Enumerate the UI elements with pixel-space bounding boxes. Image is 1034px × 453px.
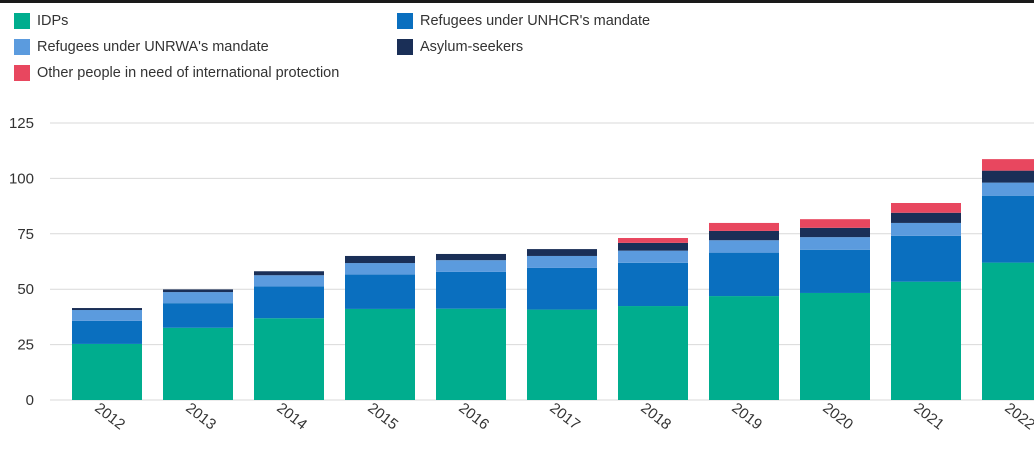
- bar-segment: [254, 286, 324, 319]
- bar-segment: [800, 219, 870, 228]
- bar-segment: [618, 242, 688, 251]
- legend-item: Asylum-seekers: [397, 37, 523, 57]
- bar-segment: [800, 292, 870, 400]
- bar-stack: [72, 308, 142, 400]
- legend-label: IDPs: [37, 13, 69, 29]
- legend-label: Other people in need of international pr…: [37, 65, 340, 81]
- legend-item: Refugees under UNRWA's mandate: [14, 37, 269, 57]
- legend-item: IDPs: [14, 11, 68, 31]
- bar-segment: [709, 230, 779, 241]
- bar-segment: [436, 253, 506, 261]
- bar-segment: [709, 252, 779, 297]
- x-tick-label: 2014: [273, 399, 310, 433]
- x-tick-label: 2016: [455, 399, 492, 433]
- bar-stack: [800, 219, 870, 400]
- bar-segment: [618, 306, 688, 400]
- bar-segment: [436, 308, 506, 400]
- x-tick-label: 2019: [728, 399, 765, 433]
- bar-segment: [891, 202, 961, 213]
- bar-segment: [345, 274, 415, 309]
- bar-stack: [345, 255, 415, 400]
- legend: IDPs Refugees under UNHCR's mandate Refuge…: [0, 0, 1034, 90]
- legend-swatch: [397, 13, 413, 29]
- bar-segment: [709, 296, 779, 400]
- bar-segment: [345, 263, 415, 275]
- x-tick-label: 2012: [91, 399, 128, 433]
- y-tick-label: 75: [17, 226, 34, 243]
- bar-segment: [163, 289, 233, 293]
- bar-segment: [72, 310, 142, 321]
- bar-segment: [254, 271, 324, 276]
- bar-segment: [254, 275, 324, 287]
- bar-segment: [527, 309, 597, 400]
- bar-segment: [891, 281, 961, 400]
- legend-swatch: [14, 39, 30, 55]
- bar-segment: [163, 327, 233, 400]
- bars: [72, 159, 1034, 400]
- legend-label: Refugees under UNHCR's mandate: [420, 13, 651, 29]
- bar-segment: [618, 250, 688, 263]
- bar-stack: [709, 222, 779, 400]
- bar-segment: [982, 170, 1034, 183]
- x-axis: 2012 2013 2014 2015 2016 2017 2018 2019 2020 2021…: [91, 399, 1034, 433]
- bar-stack: [163, 289, 233, 400]
- x-tick-label: 2018: [637, 399, 674, 433]
- bar-stack: [618, 238, 688, 400]
- bar-segment: [982, 195, 1034, 263]
- bar-segment: [709, 240, 779, 253]
- y-tick-label: 25: [17, 337, 34, 354]
- bar-stack: [254, 271, 324, 400]
- bar-segment: [254, 318, 324, 400]
- bar-stack: [982, 159, 1034, 400]
- top-border: [0, 0, 1034, 3]
- bar-segment: [982, 182, 1034, 196]
- bar-segment: [72, 343, 142, 400]
- bar-segment: [163, 292, 233, 304]
- x-tick-label: 2013: [182, 399, 219, 433]
- bar-stack: [891, 202, 961, 400]
- bar-segment: [891, 212, 961, 223]
- bar-segment: [800, 227, 870, 238]
- bar-segment: [436, 260, 506, 272]
- bar-segment: [345, 308, 415, 400]
- x-tick-label: 2021: [910, 399, 947, 433]
- bar-segment: [163, 303, 233, 328]
- x-tick-label: 2020: [819, 399, 856, 433]
- x-tick-label: 2017: [546, 399, 583, 433]
- bar-segment: [800, 249, 870, 293]
- bar-segment: [72, 308, 142, 311]
- legend-swatch: [14, 65, 30, 81]
- bar-segment: [709, 222, 779, 231]
- bar-segment: [891, 222, 961, 236]
- bar-segment: [982, 159, 1034, 171]
- legend-label: Refugees under UNRWA's mandate: [37, 39, 269, 55]
- y-tick-label: 125: [9, 115, 34, 132]
- bar-segment: [72, 320, 142, 344]
- legend-item: Other people in need of international pr…: [14, 63, 339, 83]
- bar-segment: [891, 235, 961, 282]
- y-tick-label: 0: [26, 392, 34, 409]
- legend-item: Refugees under UNHCR's mandate: [397, 11, 650, 31]
- bar-segment: [618, 238, 688, 243]
- bar-segment: [527, 267, 597, 310]
- y-tick-label: 50: [17, 281, 34, 298]
- bar-segment: [527, 249, 597, 256]
- y-tick-label: 100: [9, 170, 34, 187]
- bar-segment: [436, 271, 506, 309]
- bar-segment: [982, 262, 1034, 400]
- x-tick-label: 2015: [364, 399, 401, 433]
- bar-stack: [436, 253, 506, 400]
- bar-segment: [618, 262, 688, 307]
- legend-label: Asylum-seekers: [420, 39, 524, 55]
- bar-segment: [800, 237, 870, 250]
- bar-stack: [527, 249, 597, 400]
- legend-swatch: [397, 39, 413, 55]
- x-tick-label: 2022: [1001, 399, 1034, 433]
- y-axis: 0 25 50 75 100 125: [9, 115, 34, 409]
- bar-segment: [527, 255, 597, 268]
- bar-segment: [345, 255, 415, 264]
- legend-swatch: [14, 13, 30, 29]
